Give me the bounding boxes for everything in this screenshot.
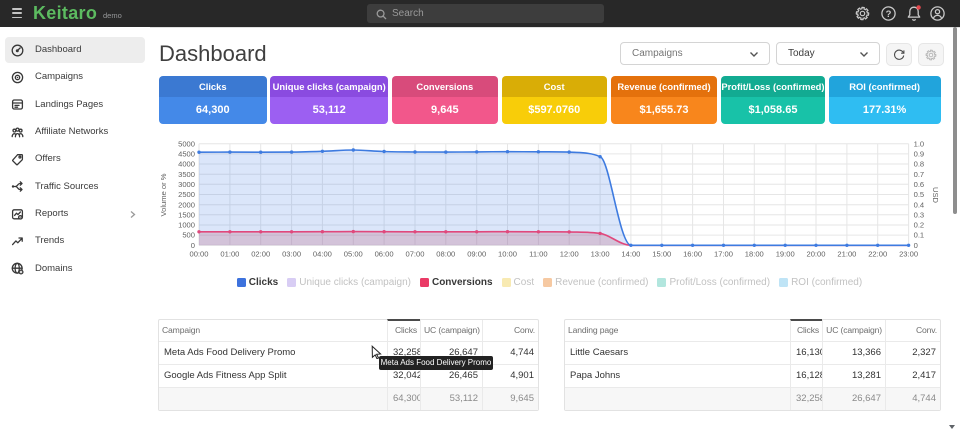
svg-text:0.6: 0.6 bbox=[914, 180, 925, 189]
svg-text:3500: 3500 bbox=[178, 170, 195, 179]
svg-text:11:00: 11:00 bbox=[529, 249, 547, 258]
svg-text:20:00: 20:00 bbox=[806, 249, 825, 258]
svg-text:09:00: 09:00 bbox=[467, 249, 486, 258]
svg-text:1.0: 1.0 bbox=[914, 139, 925, 148]
svg-text:0: 0 bbox=[914, 241, 918, 250]
svg-text:04:00: 04:00 bbox=[313, 249, 332, 258]
svg-text:08:00: 08:00 bbox=[436, 249, 455, 258]
svg-text:06:00: 06:00 bbox=[375, 249, 394, 258]
svg-text:0.2: 0.2 bbox=[914, 221, 925, 230]
svg-text:2000: 2000 bbox=[178, 200, 195, 209]
svg-text:1500: 1500 bbox=[178, 210, 195, 219]
svg-text:5000: 5000 bbox=[178, 139, 195, 148]
svg-text:23:00: 23:00 bbox=[899, 249, 918, 258]
svg-text:0.7: 0.7 bbox=[914, 170, 925, 179]
svg-text:?: ? bbox=[886, 9, 892, 20]
svg-text:2500: 2500 bbox=[178, 190, 195, 199]
svg-text:0.4: 0.4 bbox=[914, 200, 925, 209]
svg-text:Volume or %: Volume or % bbox=[159, 173, 168, 216]
svg-text:0.9: 0.9 bbox=[914, 150, 925, 159]
svg-text:19:00: 19:00 bbox=[776, 249, 795, 258]
svg-text:21:00: 21:00 bbox=[837, 249, 856, 258]
svg-text:USD: USD bbox=[931, 187, 940, 204]
svg-text:4500: 4500 bbox=[178, 150, 195, 159]
svg-text:03:00: 03:00 bbox=[282, 249, 301, 258]
svg-text:05:00: 05:00 bbox=[344, 249, 363, 258]
svg-text:01:00: 01:00 bbox=[220, 249, 239, 258]
svg-text:17:00: 17:00 bbox=[714, 249, 733, 258]
svg-text:07:00: 07:00 bbox=[405, 249, 424, 258]
svg-text:10:00: 10:00 bbox=[498, 249, 517, 258]
svg-text:12:00: 12:00 bbox=[560, 249, 579, 258]
svg-text:00:00: 00:00 bbox=[189, 249, 208, 258]
svg-text:0.5: 0.5 bbox=[914, 190, 925, 199]
svg-text:0: 0 bbox=[191, 241, 195, 250]
svg-text:18:00: 18:00 bbox=[745, 249, 764, 258]
svg-text:0.1: 0.1 bbox=[914, 231, 925, 240]
svg-text:14:00: 14:00 bbox=[621, 249, 640, 258]
svg-text:1000: 1000 bbox=[178, 221, 195, 230]
svg-text:0.3: 0.3 bbox=[914, 210, 925, 219]
svg-text:16:00: 16:00 bbox=[683, 249, 702, 258]
svg-text:0.8: 0.8 bbox=[914, 160, 925, 169]
svg-text:500: 500 bbox=[182, 231, 195, 240]
svg-text:3000: 3000 bbox=[178, 180, 195, 189]
svg-text:02:00: 02:00 bbox=[251, 249, 270, 258]
svg-text:22:00: 22:00 bbox=[868, 249, 887, 258]
svg-text:4000: 4000 bbox=[178, 160, 195, 169]
svg-text:15:00: 15:00 bbox=[652, 249, 671, 258]
svg-text:13:00: 13:00 bbox=[591, 249, 610, 258]
